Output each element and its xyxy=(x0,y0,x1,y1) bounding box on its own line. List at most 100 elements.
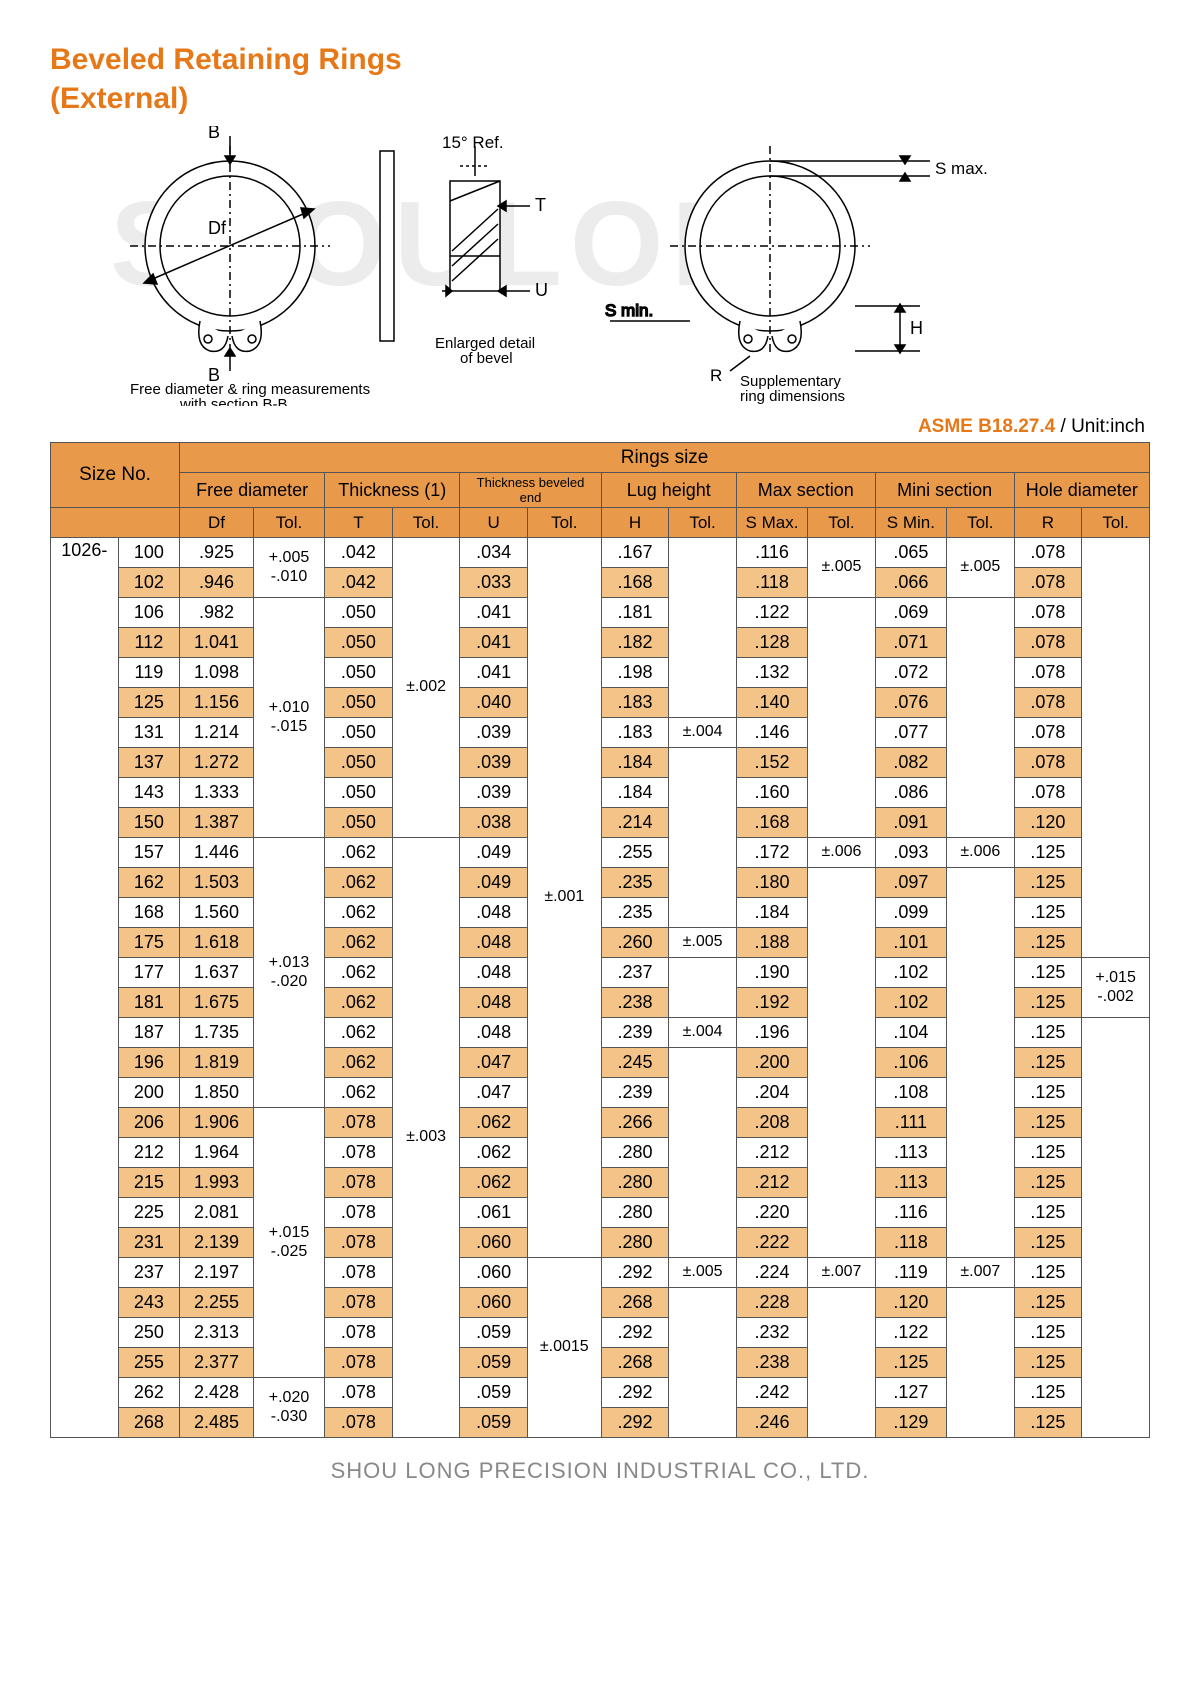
cell-t: .050 xyxy=(325,598,393,628)
cell-h: .292 xyxy=(601,1258,669,1288)
cell-h: .183 xyxy=(601,688,669,718)
cell-r: .125 xyxy=(1014,1348,1082,1378)
cell-t: .078 xyxy=(325,1408,393,1438)
cell-h: .255 xyxy=(601,838,669,868)
cell-smin: .086 xyxy=(875,778,946,808)
hdr-free-dia: Free diameter xyxy=(180,473,325,508)
cell-smin: .118 xyxy=(875,1228,946,1258)
svg-text:T: T xyxy=(535,195,546,215)
cell-h-tol xyxy=(669,538,737,718)
cell-df-tol: +.010 -.015 xyxy=(253,598,324,838)
cell-smax: .188 xyxy=(736,928,807,958)
hdr-h: H xyxy=(601,508,669,538)
cell-df: 2.485 xyxy=(180,1408,254,1438)
svg-text:S max.: S max. xyxy=(935,159,988,178)
cell-h-tol: ±.004 xyxy=(669,718,737,748)
cell-smin: .125 xyxy=(875,1348,946,1378)
cell-smax: .128 xyxy=(736,628,807,658)
cell-u: .060 xyxy=(460,1288,528,1318)
spec-unit: / Unit:inch xyxy=(1055,416,1145,437)
cell-h: .266 xyxy=(601,1108,669,1138)
cell-smin: .097 xyxy=(875,868,946,898)
cell-smin: .127 xyxy=(875,1378,946,1408)
cell-df-tol: +.005 -.010 xyxy=(253,538,324,598)
cell-size: 212 xyxy=(118,1138,179,1168)
cell-h-tol xyxy=(669,748,737,928)
diagram-area: B B Df Free diameter & ring measurements… xyxy=(50,126,1150,406)
cell-smax: .180 xyxy=(736,868,807,898)
cell-smax: .220 xyxy=(736,1198,807,1228)
cell-u: .034 xyxy=(460,538,528,568)
cell-u: .059 xyxy=(460,1408,528,1438)
hdr-tol: Tol. xyxy=(808,508,876,538)
cell-size: 196 xyxy=(118,1048,179,1078)
hdr-u: U xyxy=(460,508,528,538)
cell-size: 225 xyxy=(118,1198,179,1228)
cell-df: 2.197 xyxy=(180,1258,254,1288)
cell-smin: .077 xyxy=(875,718,946,748)
cell-df: 1.156 xyxy=(180,688,254,718)
cell-df: 2.081 xyxy=(180,1198,254,1228)
cell-h: .239 xyxy=(601,1018,669,1048)
cell-df: 2.139 xyxy=(180,1228,254,1258)
cell-smin: .116 xyxy=(875,1198,946,1228)
cell-u: .048 xyxy=(460,988,528,1018)
cell-u-tol: ±.001 xyxy=(527,538,601,1258)
hdr-tol: Tol. xyxy=(527,508,601,538)
cell-h: .238 xyxy=(601,988,669,1018)
cell-u: .048 xyxy=(460,1018,528,1048)
cell-size: 187 xyxy=(118,1018,179,1048)
svg-text:R: R xyxy=(710,366,722,385)
page-title: Beveled Retaining Rings (External) xyxy=(50,40,1150,118)
cell-r: .078 xyxy=(1014,598,1082,628)
cell-r: .125 xyxy=(1014,1198,1082,1228)
cell-h: .245 xyxy=(601,1048,669,1078)
cell-size: 250 xyxy=(118,1318,179,1348)
cell-r-tol xyxy=(1082,1018,1150,1438)
cell-t: .062 xyxy=(325,928,393,958)
cell-r-tol xyxy=(1082,538,1150,958)
cell-smin-tol: ±.007 xyxy=(947,1258,1015,1288)
cell-smin: .102 xyxy=(875,988,946,1018)
cell-size: 181 xyxy=(118,988,179,1018)
cell-t-tol: ±.003 xyxy=(392,838,460,1438)
cell-u: .048 xyxy=(460,898,528,928)
cell-t: .078 xyxy=(325,1318,393,1348)
cell-u: .033 xyxy=(460,568,528,598)
cell-r: .125 xyxy=(1014,1408,1082,1438)
cell-df: 1.735 xyxy=(180,1018,254,1048)
cell-r: .078 xyxy=(1014,538,1082,568)
hdr-t: T xyxy=(325,508,393,538)
cell-smin: .071 xyxy=(875,628,946,658)
cell-smax: .232 xyxy=(736,1318,807,1348)
cell-size: 137 xyxy=(118,748,179,778)
cell-u: .059 xyxy=(460,1378,528,1408)
cell-df: 1.637 xyxy=(180,958,254,988)
cell-t: .062 xyxy=(325,958,393,988)
cell-r: .078 xyxy=(1014,568,1082,598)
cell-smax-tol: ±.005 xyxy=(808,538,876,598)
cell-df: 1.675 xyxy=(180,988,254,1018)
cell-r: .078 xyxy=(1014,688,1082,718)
cell-h: .280 xyxy=(601,1138,669,1168)
cell-u: .039 xyxy=(460,778,528,808)
cell-t: .078 xyxy=(325,1108,393,1138)
cell-h: .183 xyxy=(601,718,669,748)
cell-smin: .102 xyxy=(875,958,946,988)
table-row: 2372.197.078.060±.0015.292±.005.224±.007… xyxy=(51,1258,1150,1288)
cell-h: .260 xyxy=(601,928,669,958)
cell-size: 255 xyxy=(118,1348,179,1378)
cell-smax-tol xyxy=(808,598,876,838)
cell-r: .125 xyxy=(1014,1138,1082,1168)
cell-smin: .113 xyxy=(875,1138,946,1168)
cell-h: .268 xyxy=(601,1348,669,1378)
cell-df: 1.214 xyxy=(180,718,254,748)
cell-df: 2.313 xyxy=(180,1318,254,1348)
cell-smin-tol: ±.005 xyxy=(947,538,1015,598)
hdr-size-no: Size No. xyxy=(51,443,180,508)
cell-df: 1.618 xyxy=(180,928,254,958)
svg-text:S min.: S min. xyxy=(605,301,653,320)
cell-h-tol xyxy=(669,1048,737,1258)
cell-df: 1.041 xyxy=(180,628,254,658)
hdr-min-sec: Mini section xyxy=(875,473,1014,508)
